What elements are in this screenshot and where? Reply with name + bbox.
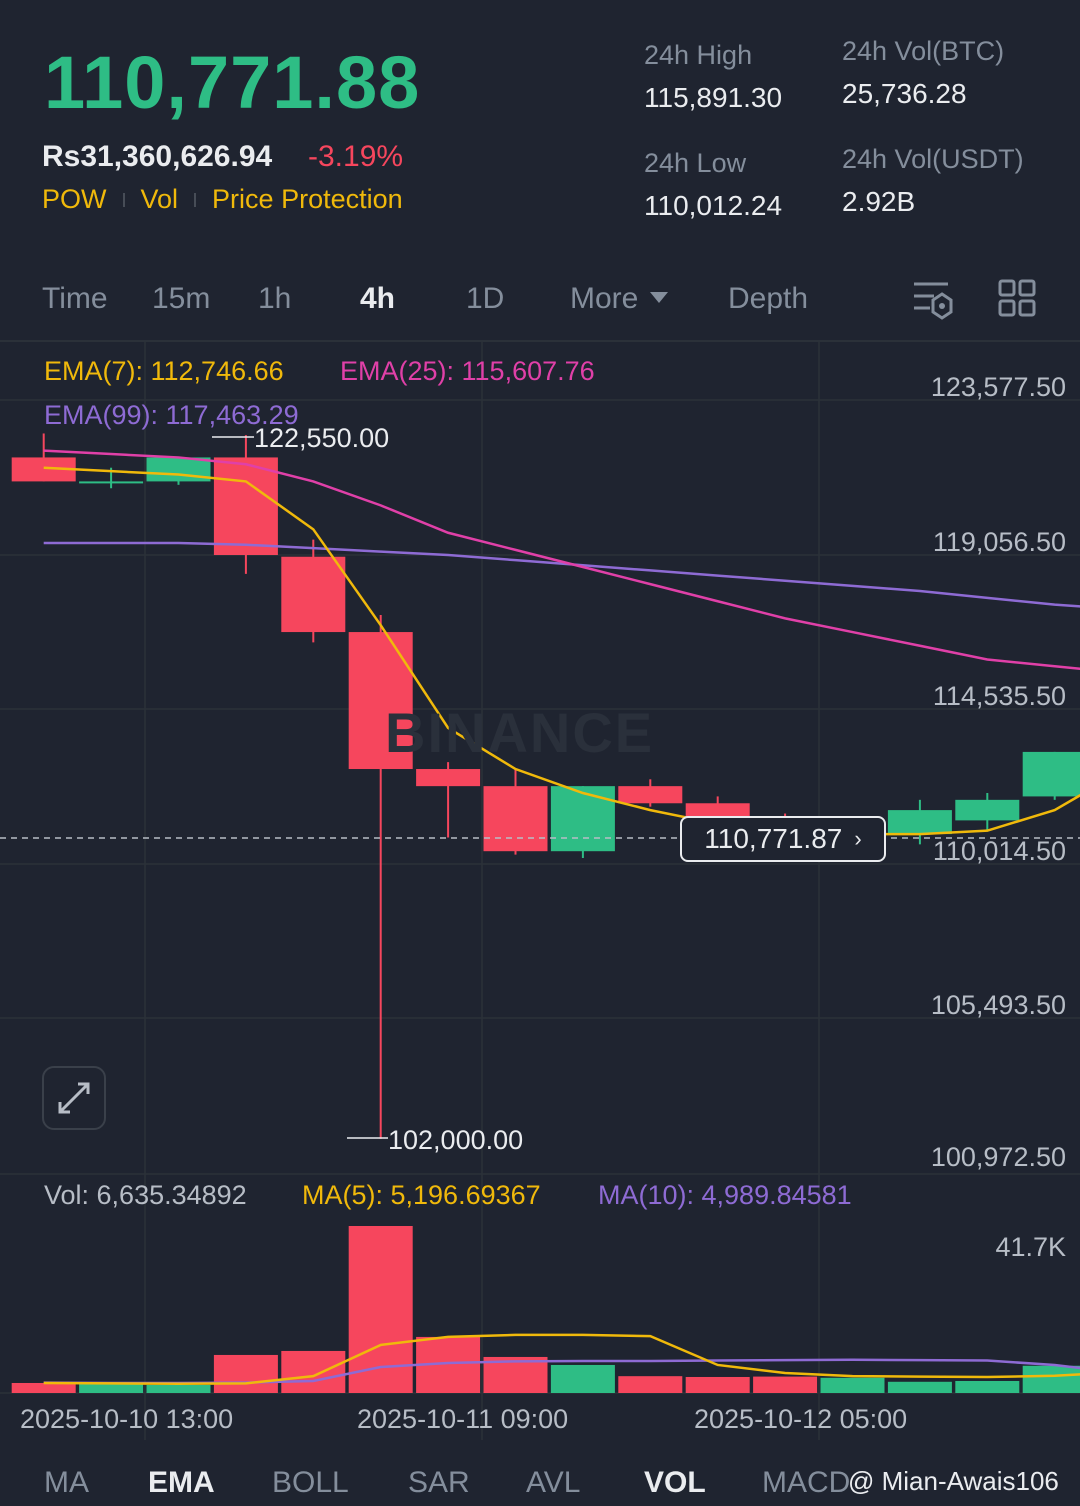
high-marker-label: 122,550.00 (254, 423, 390, 453)
volume-bar (11, 1382, 76, 1393)
ema99-legend: EMA(99): 117,463.29 (44, 400, 299, 430)
ema7-line (43, 466, 1080, 836)
current-price-tag[interactable]: 110,771.87 › (680, 816, 886, 862)
vol-ma5-legend: MA(5): 5,196.69367 (302, 1180, 541, 1210)
candle-body (955, 799, 1020, 821)
high-label: 24h High (644, 40, 753, 70)
indicator-settings-icon[interactable] (912, 278, 954, 328)
candle-body (887, 810, 952, 835)
vol-legend: Vol: 6,635.34892 (44, 1180, 247, 1210)
price-tick: 114,535.50 (932, 681, 1066, 711)
volume-tick: 41.7K (995, 1232, 1066, 1262)
tab-15m[interactable]: 15m (152, 282, 211, 315)
tab-depth[interactable]: Depth (728, 282, 809, 315)
candle-body (213, 457, 278, 556)
candle-body (618, 786, 683, 804)
volume-bar (213, 1354, 278, 1393)
volume-bar (550, 1364, 615, 1393)
indicator-tab-ema[interactable]: EMA (148, 1466, 215, 1499)
tag-separator (194, 192, 197, 207)
price-tick: 110,014.50 (932, 836, 1066, 866)
candle-body (550, 786, 615, 852)
vol-ma5-line (43, 1333, 1080, 1386)
binance-watermark: BINANCE (385, 701, 655, 764)
vol-btc-value: 25,736.28 (842, 78, 967, 109)
chevron-right-icon: › (854, 826, 862, 851)
volume-bar (685, 1376, 750, 1393)
expand-icon (58, 1082, 90, 1114)
tab-more[interactable]: More (570, 282, 669, 316)
volume-bar (887, 1381, 952, 1393)
expand-chart-button[interactable] (42, 1066, 106, 1130)
tab-time[interactable]: Time (42, 282, 108, 315)
ema25-legend: EMA(25): 115,607.76 (340, 356, 595, 386)
vol-usdt-value: 2.92B (842, 186, 916, 217)
date-label: 2025-10-12 05:00 (694, 1404, 908, 1434)
indicator-tab-macd[interactable]: MACD (762, 1466, 851, 1499)
tag-price-protection[interactable]: Price Protection (212, 184, 403, 214)
tab-4h[interactable]: 4h (360, 282, 396, 315)
price-tick: 123,577.50 (930, 372, 1066, 402)
candle-body (281, 556, 346, 633)
low-value: 110,012.24 (644, 190, 783, 221)
price-tick: 100,972.50 (930, 1142, 1066, 1172)
current-price-value: 110,771.87 (704, 823, 843, 854)
candle-body (1022, 751, 1080, 797)
volume-bar (79, 1382, 144, 1393)
low-marker-label: 102,000.00 (388, 1125, 524, 1155)
price-tick: 105,493.50 (930, 990, 1066, 1020)
candle-body (348, 632, 413, 770)
date-label: 2025-10-10 13:00 (20, 1404, 234, 1434)
grid-layout-icon[interactable] (998, 278, 1038, 328)
chevron-down-icon (650, 291, 669, 303)
tabs-divider (0, 340, 1080, 342)
last-price: 110,771.88 (44, 41, 421, 124)
volume-bar (618, 1376, 683, 1393)
volume-bar (1022, 1365, 1080, 1393)
indicator-tab-avl[interactable]: AVL (526, 1466, 581, 1499)
price-change: -3.19% (308, 140, 404, 173)
price-tick: 119,056.50 (932, 527, 1066, 557)
ema25-line (43, 449, 1080, 671)
vol-ma10-legend: MA(10): 4,989.84581 (598, 1180, 852, 1210)
interval-tabs: Time 15m 1h 4h 1D More Depth (0, 270, 1080, 332)
vol-usdt-label: 24h Vol(USDT) (842, 144, 1024, 174)
indicator-tab-sar[interactable]: SAR (408, 1466, 470, 1499)
tag-pow[interactable]: POW (42, 184, 107, 214)
candle-body (483, 786, 548, 852)
ema99-line (43, 541, 1080, 608)
volume-bar (955, 1380, 1020, 1393)
ema7-legend: EMA(7): 112,746.66 (44, 356, 284, 386)
ticker-tags: POW Vol Price Protection (42, 184, 403, 215)
candle-body (79, 481, 144, 484)
tab-1d[interactable]: 1D (466, 282, 505, 315)
credit-watermark: @ Mian-Awais106 (848, 1466, 1059, 1496)
volume-bar (146, 1384, 211, 1393)
volume-bar (753, 1376, 818, 1393)
indicator-tab-ma[interactable]: MA (44, 1466, 89, 1499)
tag-separator (122, 192, 125, 207)
indicator-tab-boll[interactable]: BOLL (272, 1466, 349, 1499)
tag-vol[interactable]: Vol (140, 184, 179, 214)
vol-btc-label: 24h Vol(BTC) (842, 36, 1005, 66)
volume-bar (281, 1350, 346, 1393)
fiat-price: Rs31,360,626.94 (42, 140, 273, 173)
candle-body (416, 769, 481, 787)
indicator-tab-vol[interactable]: VOL (644, 1466, 706, 1499)
volume-bar (820, 1377, 885, 1393)
tab-1h[interactable]: 1h (258, 282, 292, 315)
date-label: 2025-10-11 09:00 (357, 1404, 569, 1434)
low-label: 24h Low (644, 148, 747, 178)
tab-more-label: More (570, 282, 639, 315)
high-value: 115,891.30 (644, 82, 783, 113)
candle-body (11, 457, 76, 482)
